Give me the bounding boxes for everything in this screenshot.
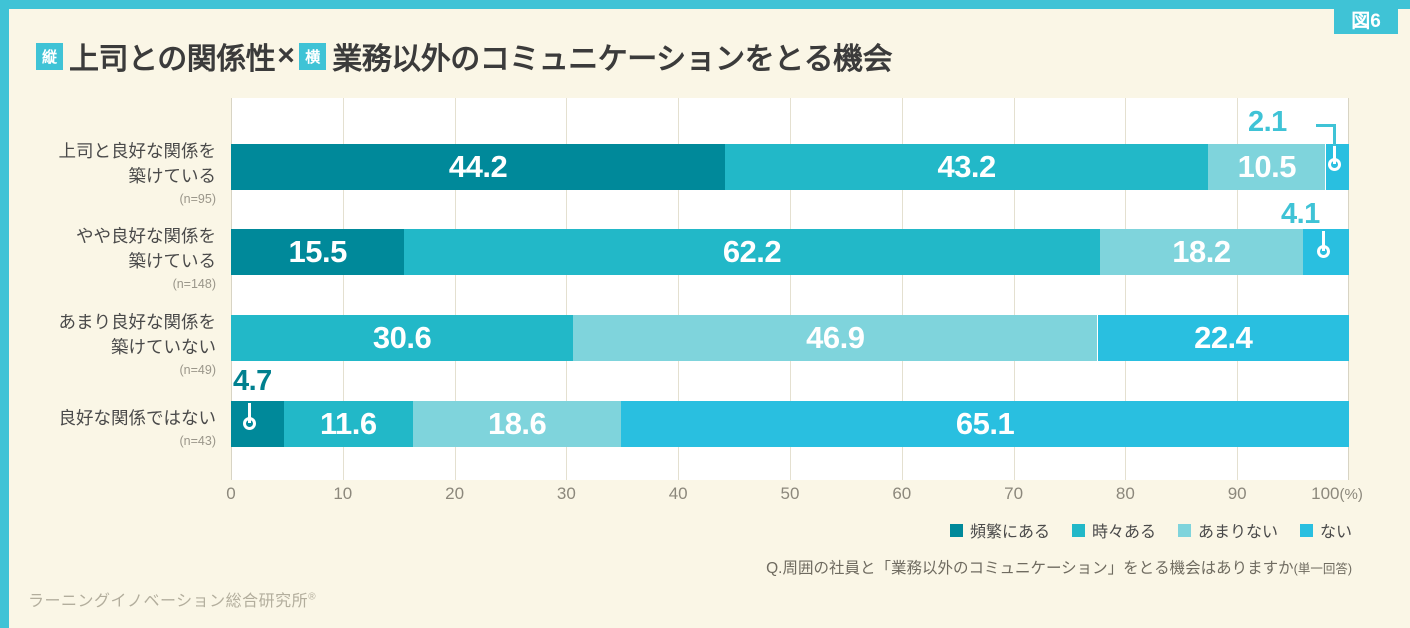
callout-value-1: 2.1 [1248,106,1287,138]
bar-row-3: 30.6 46.9 22.4 [231,315,1349,361]
row-label-3-line2: 築けていない [111,337,216,357]
survey-question-text: Q.周囲の社員と「業務以外のコミュニケーション」をとる機会はありますか [766,560,1294,577]
row-label-3-line1: あまり良好な関係を [58,312,217,332]
row-label-2-line1: やや良好な関係を [76,226,216,246]
bar-segment-4-4[interactable]: 65.1 [621,401,1349,447]
x-tick-0: 0 [226,484,236,503]
legend-swatch-icon-4 [1299,523,1313,537]
bar-segment-3-3[interactable]: 22.4 [1097,315,1349,361]
row-label-4-n: (n=43) [179,434,216,448]
bar-segment-4-3[interactable]: 18.6 [413,401,622,447]
x-tick-50: 50 [780,484,800,503]
title-horizontal-text: 業務以外のコミュニケーションをとる機会 [332,43,893,76]
bar-segment-2-2[interactable]: 62.2 [404,229,1100,275]
x-tick-40: 40 [668,484,688,503]
x-tick-70: 70 [1004,484,1024,503]
gridline-60 [901,98,903,480]
gridline-40 [678,98,680,480]
row-label-4: 良好な関係ではない (n=43) [6,406,217,450]
callout-value-2: 4.1 [1281,198,1320,230]
x-tick-90: 90 [1227,484,1247,503]
row-label-2: やや良好な関係を 築けている (n=148) [6,224,216,293]
bar-segment-1-3[interactable]: 10.5 [1208,144,1326,190]
row-label-3-n: (n=49) [179,363,216,377]
legend-label-2: 時々ある [1091,524,1156,541]
bar-segment-4-1[interactable] [231,401,284,447]
legend-swatch-icon-1 [949,523,963,537]
x-axis-unit: (%) [1339,486,1363,503]
vertical-axis-badge: 縦 [36,42,63,70]
row-label-1-n: (n=95) [179,192,216,206]
gridline-70 [1013,98,1015,480]
x-tick-80: 80 [1115,484,1135,503]
legend-swatch-icon-2 [1071,523,1085,537]
bar-segment-3-2[interactable]: 46.9 [573,315,1098,361]
legend-label-4: ない [1319,524,1352,541]
top-accent-bar [0,0,1410,9]
footer-attribution: ラーニングイノベーション総合研究所® [28,587,316,611]
gridline-80 [1125,98,1127,480]
x-tick-60: 60 [892,484,912,503]
gridline-90 [1237,98,1239,480]
x-tick-20: 20 [445,484,465,503]
x-tick-10: 10 [333,484,353,503]
x-tick-30: 30 [556,484,576,503]
title-vertical-text: 上司との関係性 [69,43,276,76]
legend-label-1: 頻繁にある [969,524,1050,541]
legend-item-2[interactable]: 時々ある [1071,518,1156,542]
legend-item-3[interactable]: あまりない [1177,518,1278,542]
bar-segment-2-1[interactable]: 15.5 [231,229,405,275]
bar-row-4: 11.6 18.6 65.1 [231,401,1349,447]
footer-text: ラーニングイノベーション総合研究所 [28,593,309,610]
x-axis: 0 10 20 30 40 50 60 70 80 90 100(%) [226,484,1363,508]
row-label-3: あまり良好な関係を 築けていない (n=49) [6,310,217,379]
row-label-2-n: (n=148) [172,277,216,291]
chart-legend: 頻繁にある 時々ある あまりない ない [949,518,1352,542]
gridline-0 [231,98,232,480]
figure-number-badge: 図6 [1334,4,1398,34]
bar-segment-1-2[interactable]: 43.2 [725,144,1209,190]
legend-label-3: あまりない [1197,524,1278,541]
row-label-1-line1: 上司と良好な関係を [58,141,217,161]
survey-question: Q.周囲の社員と「業務以外のコミュニケーション」をとる機会はありますか(単一回答… [766,556,1352,578]
title-separator: × [277,39,295,72]
left-accent-bar [0,0,9,628]
row-label-1-line2: 築けている [128,166,217,186]
bar-row-1: 44.2 43.2 10.5 [231,144,1349,190]
registered-mark-icon: ® [308,591,317,603]
bar-segment-1-1[interactable]: 44.2 [231,144,726,190]
bar-segment-3-1[interactable]: 30.6 [231,315,574,361]
row-label-1: 上司と良好な関係を 築けている (n=95) [6,139,217,208]
gridline-20 [454,98,456,480]
gridline-30 [566,98,568,480]
gridline-10 [342,98,344,480]
row-label-4-line1: 良好な関係ではない [58,408,217,428]
bar-segment-2-3[interactable]: 18.2 [1099,229,1304,275]
x-tick-100: 100(%) [1311,484,1363,503]
bar-segment-4-2[interactable]: 11.6 [283,401,414,447]
gridline-100 [1348,98,1349,480]
row-label-2-line2: 築けている [128,251,217,271]
horizontal-axis-badge: 横 [299,42,327,70]
callout-value-4: 4.7 [233,365,272,397]
bar-row-2: 15.5 62.2 18.2 [231,229,1349,275]
legend-item-1[interactable]: 頻繁にある [949,518,1050,542]
page-title: 縦 上司との関係性 × 横 業務以外のコミュニケーションをとる機会 [36,36,893,76]
survey-question-note: (単一回答) [1293,562,1352,576]
legend-swatch-icon-3 [1177,523,1191,537]
gridline-50 [790,98,791,480]
legend-item-4[interactable]: ない [1299,518,1352,542]
